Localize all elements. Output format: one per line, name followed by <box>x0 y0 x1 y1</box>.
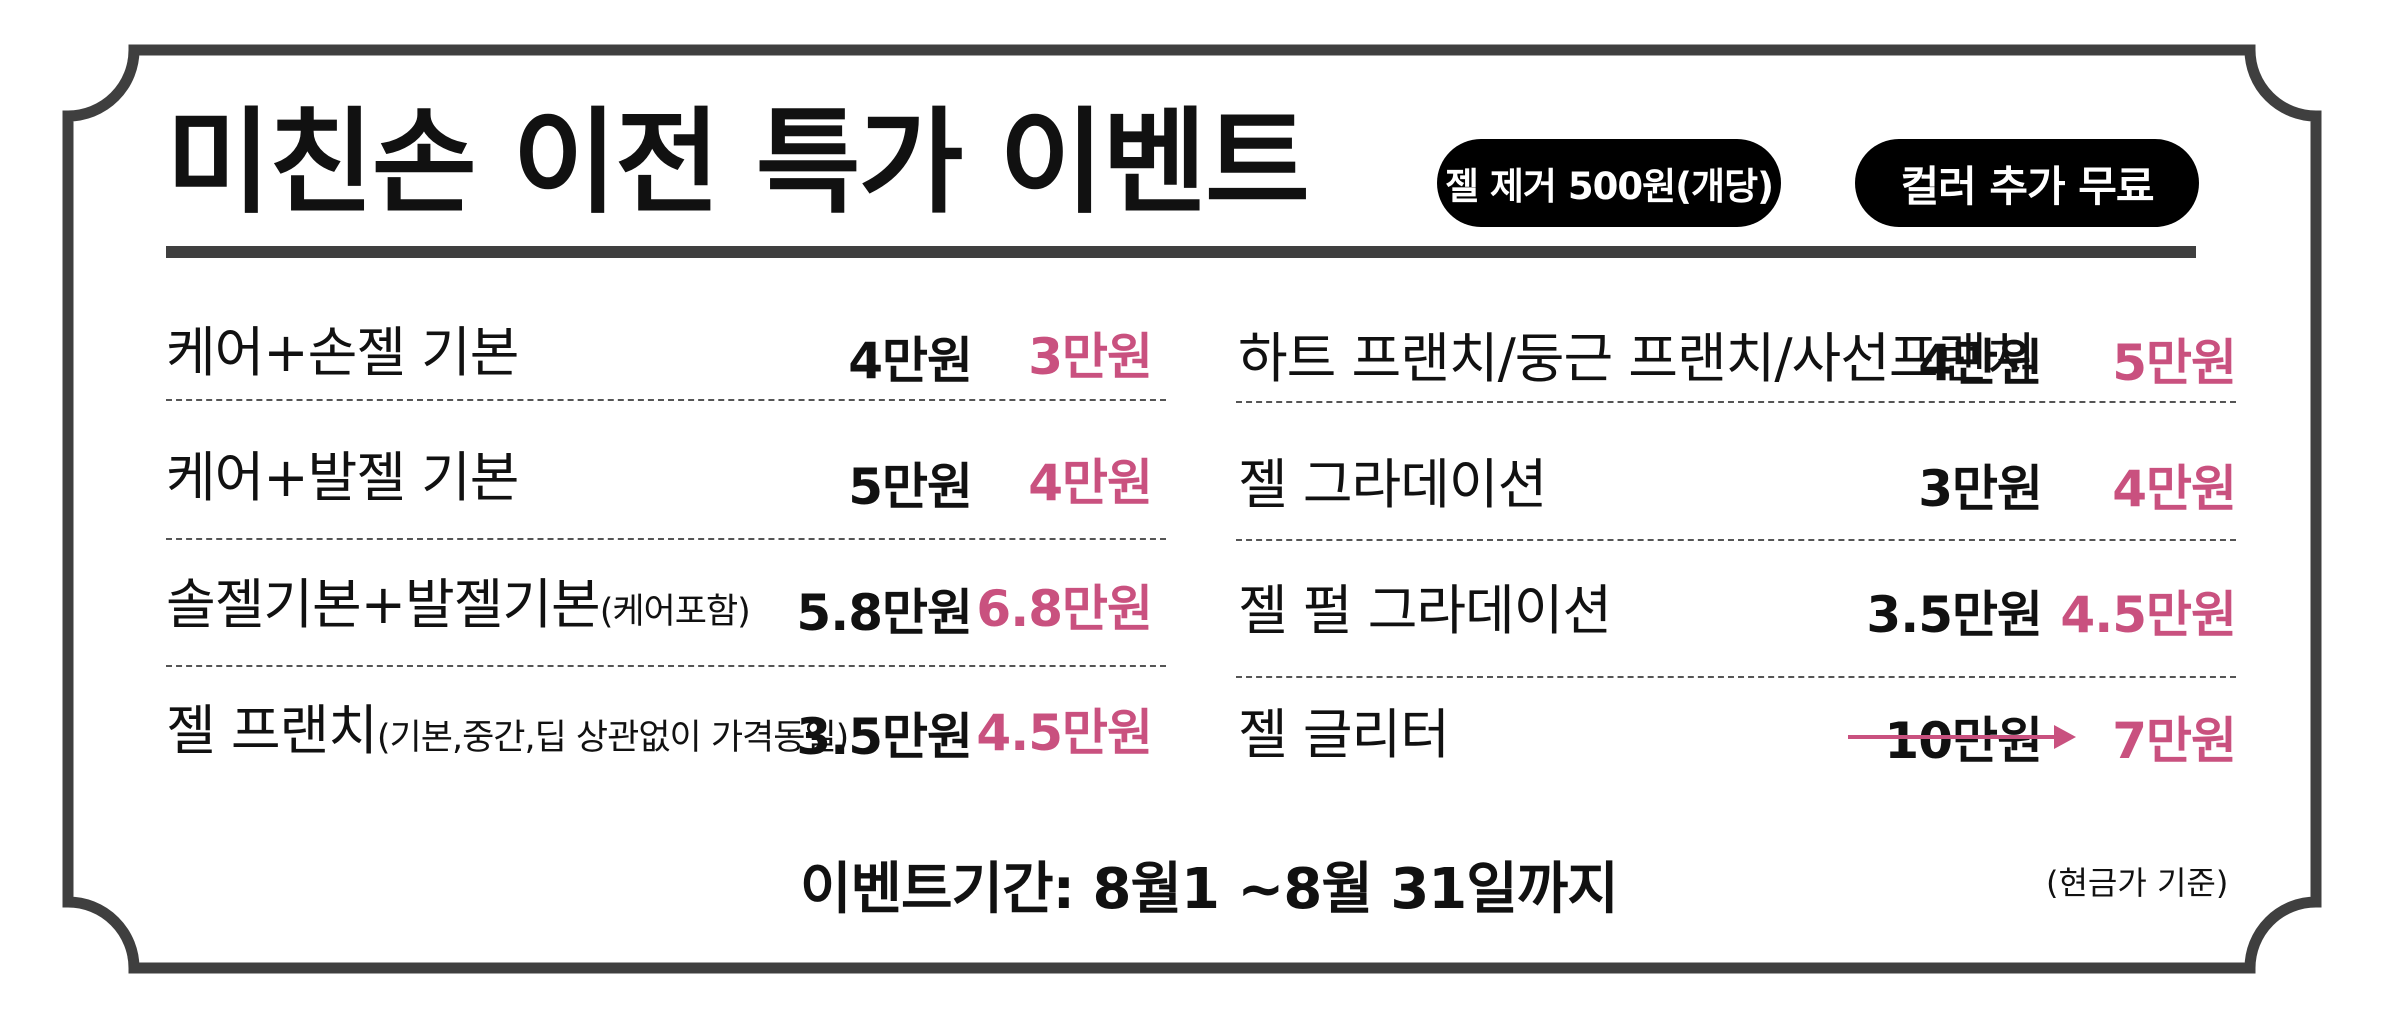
event-period: 이벤트기간: 8월1 ~8월 31일까지 <box>800 857 1619 922</box>
service-name: 케어+손젤 기본 <box>166 321 519 384</box>
dotted-divider <box>1236 401 2236 403</box>
service-name: 솔젤기본+발젤기본(케어포함) <box>166 573 751 636</box>
regular-price: 3.5만원 <box>796 708 973 766</box>
regular-price: 3.5만원 <box>1866 586 2043 644</box>
regular-price: 5.8만원 <box>796 584 973 642</box>
service-name: 하트 프랜치/둥근 프랜치/사선프랜치 <box>1238 327 2036 390</box>
service-name: 케어+발젤 기본 <box>166 446 519 509</box>
regular-price: 5만원 <box>848 458 973 516</box>
regular-price: 4만원 <box>1918 334 2043 392</box>
color-free-badge: 컬러 추가 무료 <box>1855 139 2199 227</box>
regular-price: 4만원 <box>848 332 973 390</box>
regular-price: 3만원 <box>1918 460 2043 518</box>
event-price: 4.5만원 <box>2060 586 2237 644</box>
service-name: 젤 펄 그라데이션 <box>1238 579 1612 642</box>
service-note: (기본,중간,딥 상관없이 가격동일) <box>376 718 849 758</box>
service-name: 젤 프랜치(기본,중간,딥 상관없이 가격동일) <box>166 699 849 762</box>
cash-price-note: (현금가 기준) <box>2046 864 2229 902</box>
regular-price: 10만원 <box>1884 712 2043 770</box>
event-price: 3만원 <box>1028 328 1153 386</box>
dotted-divider <box>166 665 1166 667</box>
event-price: 4만원 <box>1028 454 1153 512</box>
event-price: 4만원 <box>2112 460 2237 518</box>
event-price: 4.5만원 <box>976 704 1153 762</box>
service-note: (케어포함) <box>599 592 751 632</box>
dotted-divider <box>1236 676 2236 678</box>
strikethrough-arrow-icon <box>1848 725 2076 749</box>
service-name: 젤 그라데이션 <box>1238 453 1547 516</box>
gel-removal-badge: 젤 제거 500원(개당) <box>1437 139 1781 227</box>
title-divider <box>166 246 2196 258</box>
dotted-divider <box>166 399 1166 401</box>
event-price: 5만원 <box>2112 334 2237 392</box>
dotted-divider <box>1236 539 2236 541</box>
page-title: 미친손 이전 특가 이벤트 <box>166 96 1310 229</box>
event-price: 6.8만원 <box>976 580 1153 638</box>
service-name: 젤 글리터 <box>1238 703 1450 766</box>
event-price: 7만원 <box>2112 712 2237 770</box>
dotted-divider <box>166 538 1166 540</box>
